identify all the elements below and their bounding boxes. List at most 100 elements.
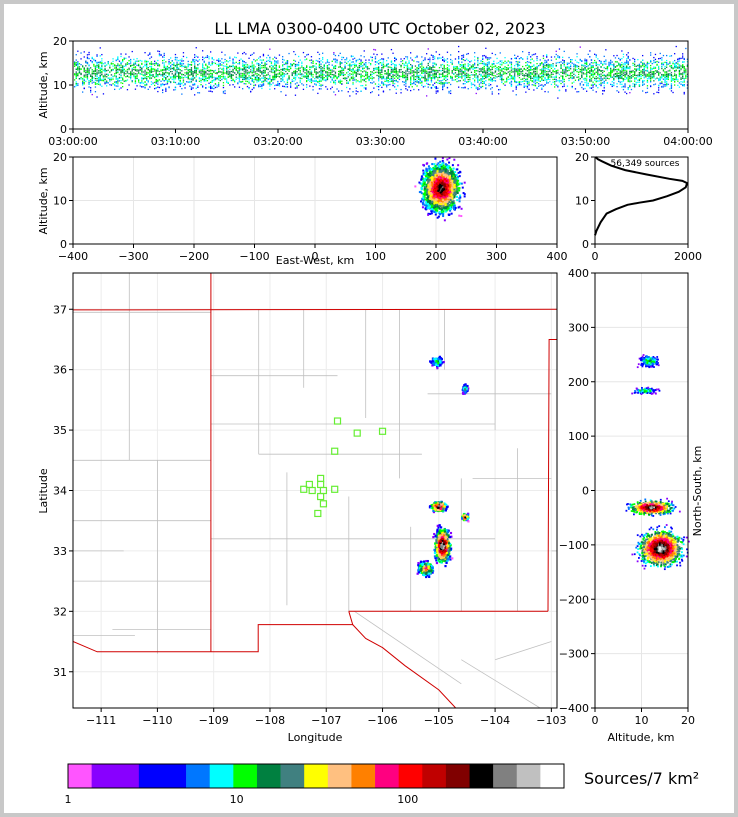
time-height-source	[235, 56, 237, 59]
time-height-source	[478, 79, 481, 81]
time-height-source	[184, 72, 186, 74]
time-height-source	[318, 67, 321, 69]
time-height-source	[302, 51, 305, 54]
time-height-source	[469, 68, 471, 70]
time-height-source	[346, 57, 348, 59]
time-height-source	[602, 71, 604, 74]
time-height-source	[483, 72, 485, 74]
time-height-source	[251, 66, 253, 68]
time-height-source	[154, 70, 156, 72]
time-height-source	[286, 78, 289, 80]
time-height-source	[266, 74, 268, 76]
time-height-source	[579, 82, 581, 85]
time-height-source	[75, 76, 77, 79]
time-height-source	[323, 66, 325, 68]
time-height-source	[150, 70, 153, 72]
time-height-source	[202, 74, 204, 76]
time-height-source	[128, 84, 130, 86]
time-height-source	[504, 71, 506, 74]
time-height-source	[77, 66, 79, 68]
time-height-source	[304, 75, 306, 77]
time-height-source	[317, 51, 319, 54]
time-height-source	[131, 70, 133, 72]
time-height-source	[430, 87, 433, 89]
time-height-source	[597, 70, 599, 73]
time-height-source	[99, 77, 101, 79]
time-height-source	[152, 70, 154, 73]
time-height-source	[453, 69, 455, 71]
time-height-source	[509, 67, 511, 69]
time-height-source	[144, 81, 146, 83]
time-height-source	[488, 63, 490, 65]
time-height-source	[246, 71, 249, 73]
time-height-source	[150, 63, 153, 65]
time-height-source	[253, 81, 255, 84]
time-height-source	[187, 76, 189, 79]
time-height-source	[104, 78, 106, 81]
time-height-source	[258, 78, 260, 80]
time-height-source	[445, 75, 447, 78]
time-height-source	[402, 72, 404, 74]
time-height-source	[349, 64, 351, 66]
time-height-source	[454, 69, 457, 71]
time-height-source	[392, 82, 394, 84]
time-height-source	[82, 91, 84, 93]
time-height-source	[91, 61, 93, 64]
time-height-source	[350, 64, 353, 66]
time-height-source	[486, 67, 489, 70]
time-height-source	[496, 69, 498, 71]
time-height-source	[211, 86, 213, 88]
time-height-source	[550, 59, 553, 61]
time-height-source	[458, 76, 460, 79]
time-height-source	[424, 76, 426, 78]
time-height-source	[91, 69, 93, 71]
time-height-source	[152, 75, 154, 78]
time-height-source	[213, 71, 215, 73]
time-height-source	[602, 79, 604, 81]
time-height-source	[522, 70, 524, 72]
time-height-source	[578, 71, 580, 73]
time-height-source	[533, 53, 535, 56]
time-height-source	[378, 75, 380, 77]
time-height-source	[302, 84, 305, 86]
time-height-source	[474, 69, 476, 72]
time-height-source	[243, 76, 245, 79]
time-height-source	[501, 73, 503, 76]
time-height-source	[264, 79, 266, 81]
time-height-source	[507, 60, 509, 62]
time-height-source	[397, 81, 399, 83]
time-height-source	[136, 64, 138, 67]
time-height-source	[370, 82, 372, 84]
time-height-source	[128, 72, 130, 75]
time-height-source	[357, 59, 359, 61]
time-height-source	[438, 80, 441, 82]
time-height-source	[259, 66, 261, 68]
time-height-source	[314, 83, 316, 85]
time-height-source	[464, 80, 466, 82]
time-height-source	[400, 58, 402, 60]
time-height-source	[227, 81, 229, 84]
time-height-source	[411, 86, 413, 88]
time-height-source	[328, 68, 330, 70]
time-height-source	[162, 84, 164, 86]
time-height-source	[365, 70, 367, 73]
time-height-source	[464, 72, 466, 74]
time-height-source	[253, 52, 255, 54]
time-height-source	[173, 63, 175, 65]
time-height-source	[504, 60, 506, 62]
time-height-source	[531, 58, 533, 60]
time-height-source	[565, 90, 567, 92]
time-height-source	[571, 75, 573, 77]
time-height-source	[296, 64, 298, 67]
time-height-source	[410, 67, 412, 69]
time-height-source	[218, 75, 220, 78]
time-height-source	[96, 62, 98, 64]
time-height-source	[128, 68, 130, 70]
time-height-source	[322, 72, 324, 74]
time-height-source	[442, 63, 444, 66]
time-height-source	[342, 68, 345, 70]
time-height-source	[339, 70, 341, 72]
time-height-source	[371, 56, 373, 59]
time-height-source	[376, 85, 378, 88]
time-height-source	[184, 83, 186, 85]
